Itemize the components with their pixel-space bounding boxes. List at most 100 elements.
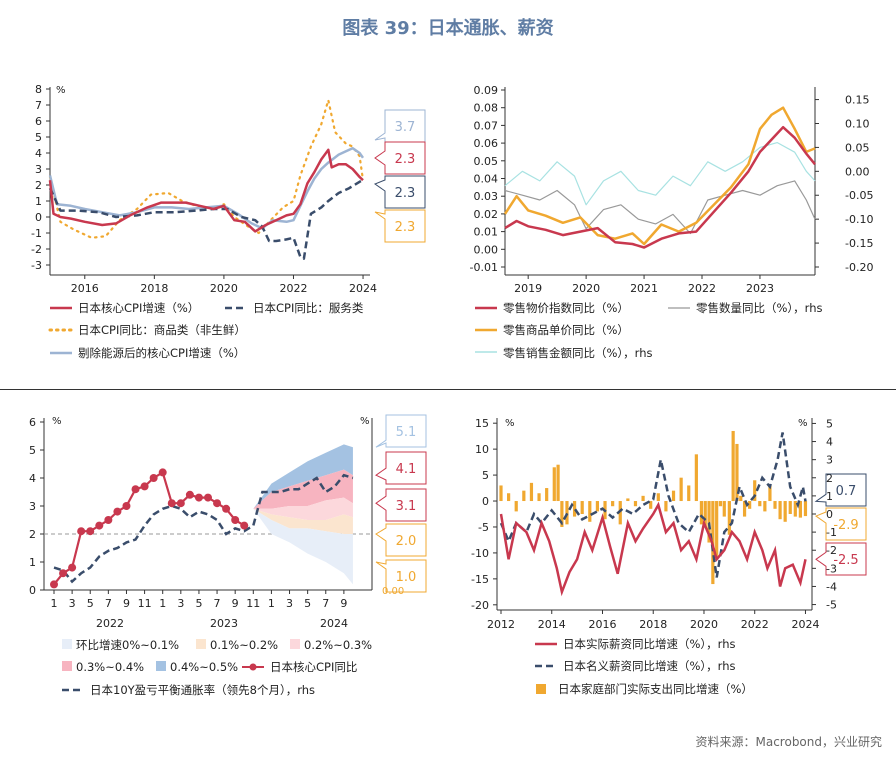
p3-endlabel-2: 3.1 <box>375 488 427 522</box>
p3-cpi-point <box>158 468 167 477</box>
p4-legend-real-label: 日本实际薪资同比增速（%），rhs <box>563 637 735 651</box>
p4-bar <box>731 430 735 502</box>
p3-band-4 <box>253 444 353 509</box>
p4-bar <box>580 501 584 514</box>
p3-cpi-point <box>104 516 113 524</box>
p1-ytick-label: 5 <box>35 131 42 144</box>
p3-cpi-point <box>113 507 122 516</box>
p2-ytick-left-label: 0.03 <box>474 190 499 203</box>
p4-bar <box>727 501 731 535</box>
p4-bar <box>649 501 653 509</box>
p4-ytick-right-label: -4 <box>826 580 837 593</box>
p3-band-0 <box>253 508 353 585</box>
p4-bar <box>742 501 747 517</box>
p3-cpi-point <box>77 527 86 536</box>
p1-endlabel-0-box <box>374 109 426 143</box>
p3-legend-band-swatch-3 <box>62 661 72 671</box>
p1-endlabel-3-box <box>374 209 426 243</box>
p1-ytick-label: 7 <box>35 99 42 112</box>
p4-legend-spending-label: 日本家庭部门实际支出同比增速（%） <box>558 682 753 696</box>
p1-endlabel-2-text: 2.3 <box>395 186 416 201</box>
p3-unit-left: % <box>52 416 62 427</box>
p4-bar <box>507 493 511 502</box>
p2-ytick-right-label: 0.05 <box>845 141 870 154</box>
p1-xtick-label: 2024 <box>349 282 377 295</box>
p2-ytick-right-label: -0.05 <box>845 189 873 202</box>
p1-endlabel-1: 2.3 <box>374 141 426 175</box>
p3-cpi-point <box>131 485 140 494</box>
p3-xtick-label: 7 <box>322 597 329 610</box>
p4-endlabel-1-text: -2.9 <box>833 518 858 533</box>
p3-legend-band-label-2: 0.2%~0.3% <box>304 638 372 652</box>
p3-endlabel-2-box <box>375 488 427 522</box>
p4-ytick-left-label: 10 <box>475 443 489 456</box>
p3-xtick-label: 1 <box>51 597 58 610</box>
p3-legend-band-swatch-0 <box>62 639 72 649</box>
p1-ytick-label: -3 <box>31 259 42 272</box>
p3-xtick-label: 7 <box>105 597 112 610</box>
p4-bar <box>556 464 560 502</box>
p4-bar <box>618 501 622 525</box>
p4-bar <box>545 488 549 502</box>
p3-cpi-point <box>86 527 95 536</box>
p3-xtick-label: 9 <box>340 597 347 610</box>
p2-ytick-left-label: 0.06 <box>474 137 499 150</box>
p1-endlabel-3: 2.3 <box>374 209 426 243</box>
p4-bar <box>715 501 719 559</box>
p4-bar <box>588 501 592 522</box>
p4-series-real <box>499 501 807 597</box>
p3-year-label: 2022 <box>96 617 124 630</box>
p4-bar <box>773 501 777 509</box>
p4-bar <box>778 501 782 520</box>
p3-xtick-label: 9 <box>232 597 239 610</box>
p3-endlabel-4: 1.0 <box>375 559 427 593</box>
p3-cpi-point <box>95 521 104 530</box>
p4-xtick-label: 2016 <box>588 618 616 631</box>
p1-ytick-label: 3 <box>35 163 42 176</box>
p4-bar <box>735 443 739 502</box>
p3-year-label: 2023 <box>210 617 238 630</box>
p3-legend-band-label-1: 0.1%~0.2% <box>210 638 278 652</box>
p4-bar <box>803 501 808 517</box>
p4-bar <box>572 501 577 517</box>
p1-xtick-label: 2022 <box>279 282 307 295</box>
p4-bar <box>499 485 503 502</box>
p2-xtick-label: 2019 <box>514 282 542 295</box>
p4-endlabel-0-box <box>814 473 867 507</box>
p4-ytick-right-label: -1 <box>826 526 837 539</box>
p4-endlabel-2-text: -2.5 <box>833 553 858 568</box>
p4-ytick-right-label: 2 <box>826 472 833 485</box>
p1-ytick-label: 6 <box>35 115 42 128</box>
p4-endlabel-2: -2.5 <box>815 542 867 576</box>
p2-series-rpi <box>504 125 816 249</box>
p4-ytick-right-label: -2 <box>826 544 837 557</box>
p2-legend-rpi-label: 零售物价指数同比（%） <box>503 301 629 315</box>
p4-xtick-label: 2022 <box>741 618 769 631</box>
p2-ytick-left-label: 0.00 <box>474 243 499 256</box>
p1-series-svc <box>48 179 364 260</box>
p3-xtick-label: 11 <box>246 597 260 610</box>
p1-series-core <box>48 148 364 233</box>
p4-ytick-left-label: 5 <box>482 469 489 482</box>
p3-endlabel-3-box <box>375 523 427 557</box>
p3-endlabel-1: 4.1 <box>375 451 427 485</box>
p3-ytick-label: 2 <box>29 528 36 541</box>
p3-endlabel-4-box <box>375 559 427 593</box>
p4-bar <box>626 498 630 502</box>
p4-xtick-label: 2018 <box>639 618 667 631</box>
p4-bar <box>748 501 752 509</box>
p2-series-val <box>504 142 816 206</box>
p4-bar <box>718 501 723 507</box>
p2-ytick-left-label: 0.01 <box>474 226 499 239</box>
p2-ytick-left-label: 0.07 <box>474 119 499 132</box>
p1-legend-exen-label: 剔除能源后的核心CPI增速（%） <box>78 346 245 360</box>
p4-bar <box>522 490 526 502</box>
p4-ytick-left-label: 15 <box>475 417 489 430</box>
p4-bar <box>679 477 683 502</box>
p3-cpi-point <box>222 504 231 513</box>
p2-ytick-left-label: 0.05 <box>474 155 499 168</box>
p3-endlabel-0-box <box>375 414 427 448</box>
p3-ytick-label: 0 <box>29 584 36 597</box>
p3-ytick-label: 1 <box>29 556 36 569</box>
